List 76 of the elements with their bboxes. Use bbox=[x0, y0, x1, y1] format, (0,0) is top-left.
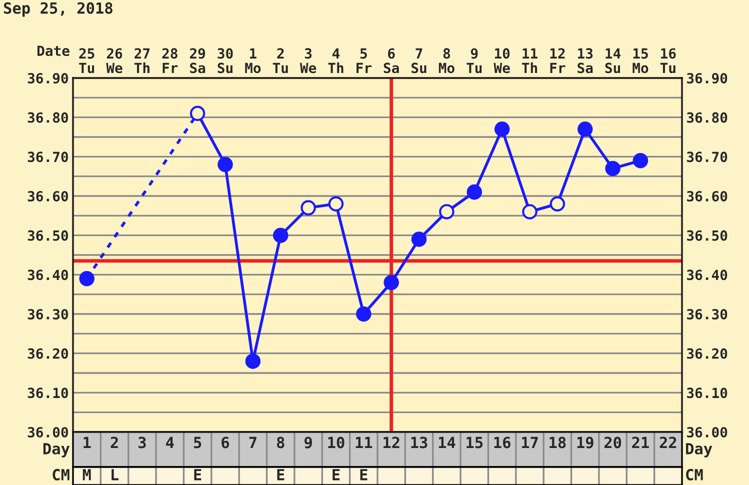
y2-tick-label: 36.80 bbox=[687, 112, 728, 123]
y2-tick-label: 36.20 bbox=[687, 348, 728, 359]
text: E bbox=[332, 469, 340, 480]
text: Day bbox=[686, 443, 712, 458]
x-tick-label: 7 bbox=[249, 436, 256, 448]
text: CM bbox=[686, 468, 703, 480]
y-tick-label: 36.90 bbox=[28, 72, 68, 84]
y2-tick-label: 36.30 bbox=[687, 308, 728, 320]
text: 14 Su bbox=[605, 48, 621, 74]
y-tick-label: 36.80 bbox=[28, 112, 68, 123]
x-tick-label: 18 bbox=[550, 436, 566, 448]
text: 25 Tu bbox=[79, 48, 94, 74]
x-tick-label: 19 bbox=[577, 436, 594, 448]
x-tick-label: 4 bbox=[166, 436, 174, 448]
x-tick-label: 17 bbox=[522, 436, 538, 448]
x-tick-label: 6 bbox=[222, 436, 230, 448]
text: 12 Fr bbox=[550, 48, 566, 73]
y2-tick-label: 36.60 bbox=[687, 190, 728, 202]
x-tick-label: 12 bbox=[384, 436, 400, 448]
text: 9 Tu bbox=[466, 48, 482, 74]
y-tick-label: 36.00 bbox=[28, 426, 68, 438]
text: 11 Th bbox=[522, 48, 538, 73]
text: 5 Fr bbox=[356, 48, 372, 73]
text: 26 We bbox=[106, 48, 122, 74]
y-tick-label: 36.60 bbox=[28, 190, 68, 202]
y2-tick-label: 36.00 bbox=[687, 426, 728, 438]
x-tick-label: 21 bbox=[632, 436, 649, 448]
text: 29 Sa bbox=[190, 48, 206, 74]
text: 6 Sa bbox=[384, 48, 399, 74]
text: E bbox=[194, 469, 202, 480]
text: 16 Tu bbox=[660, 48, 676, 74]
y2-tick-label: 36.90 bbox=[687, 72, 728, 84]
y2-tick-label: 36.70 bbox=[687, 152, 728, 162]
x-tick-label: 9 bbox=[304, 436, 312, 448]
x-tick-label: 2 bbox=[110, 436, 118, 448]
text: CM bbox=[52, 468, 70, 480]
x-tick-label: 16 bbox=[494, 436, 510, 448]
text: 8 Mo bbox=[438, 48, 454, 74]
text: L bbox=[112, 469, 119, 480]
x-tick-label: 3 bbox=[138, 436, 146, 448]
y-tick-label: 36.30 bbox=[28, 308, 68, 320]
y-tick-label: 36.40 bbox=[28, 270, 68, 280]
x-tick-label: 13 bbox=[411, 436, 428, 448]
y-tick-label: 36.20 bbox=[28, 348, 68, 359]
text: 15 Mo bbox=[632, 48, 648, 74]
text: 1 Mo bbox=[245, 48, 261, 74]
x-tick-label: 5 bbox=[194, 436, 202, 448]
text: 3 We bbox=[300, 48, 316, 74]
x-tick-label: 14 bbox=[438, 436, 456, 448]
text: 10 We bbox=[494, 48, 510, 74]
x-tick-label: 1 bbox=[84, 436, 91, 448]
chart-title: Sep 25, 2018 bbox=[4, 2, 112, 17]
y2-tick-label: 36.40 bbox=[687, 270, 728, 280]
text: 30 Su bbox=[218, 48, 233, 74]
y2-tick-label: 36.10 bbox=[687, 388, 728, 398]
text: 4 Th bbox=[328, 48, 344, 73]
y-tick-label: 36.50 bbox=[28, 230, 68, 241]
text: E bbox=[277, 469, 284, 480]
text: E bbox=[360, 469, 368, 480]
y-tick-label: 36.70 bbox=[28, 152, 68, 162]
text: M bbox=[82, 469, 91, 480]
x-tick-label: 20 bbox=[604, 436, 622, 448]
x2-axis-title: Date bbox=[37, 46, 70, 56]
x-tick-label: 10 bbox=[328, 436, 344, 448]
y-tick-label: 36.10 bbox=[28, 388, 68, 398]
text: 28 Fr bbox=[162, 48, 178, 73]
text: 13 Sa bbox=[578, 48, 593, 74]
y2-tick-label: 36.50 bbox=[687, 230, 728, 241]
text: 2 Tu bbox=[272, 48, 288, 74]
x-axis-title: Day bbox=[43, 443, 70, 458]
x-tick-label: 15 bbox=[466, 436, 483, 448]
x-tick-label: 11 bbox=[356, 436, 372, 448]
text: 7 Su bbox=[412, 48, 426, 74]
x-tick-label: 8 bbox=[276, 436, 284, 448]
x-tick-label: 22 bbox=[660, 436, 676, 448]
text: 27 Th bbox=[134, 48, 150, 73]
